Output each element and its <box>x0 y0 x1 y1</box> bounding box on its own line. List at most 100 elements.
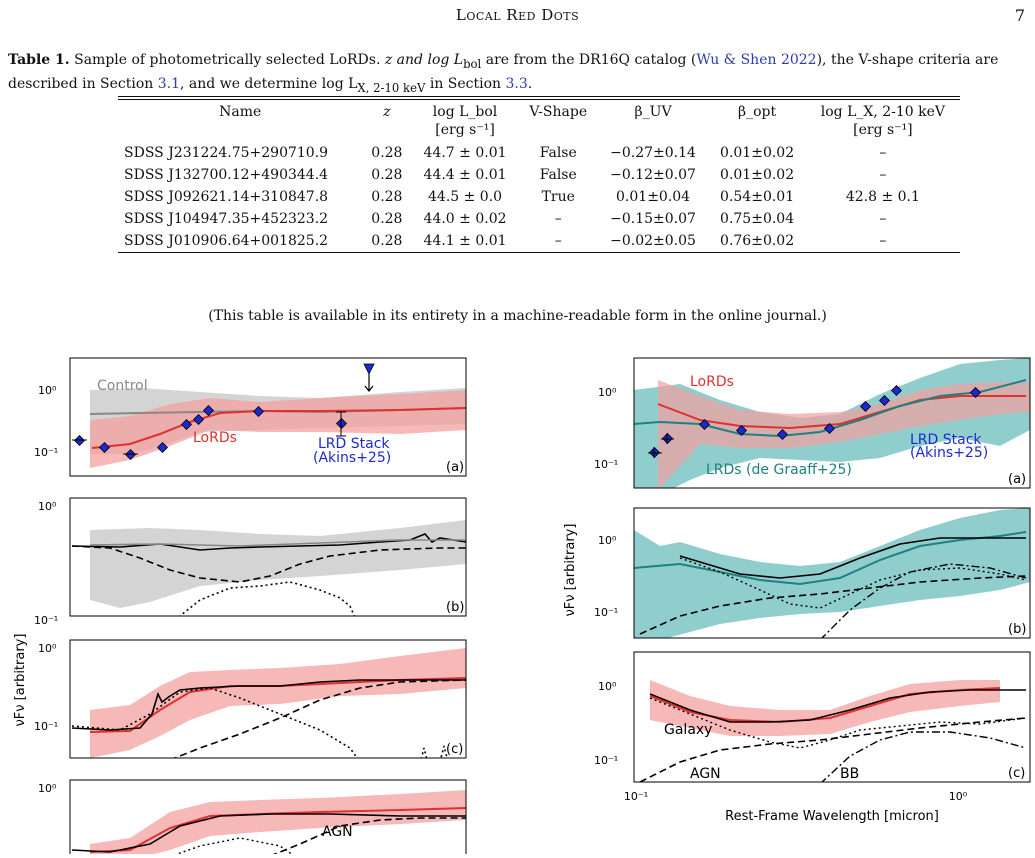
cell-z: 0.28 <box>371 189 403 205</box>
left-panel-a-plot <box>72 363 466 468</box>
cell-beta-opt: 0.76±0.02 <box>720 233 795 249</box>
lrd-stack-points <box>73 404 348 461</box>
lrd-point <box>878 394 891 407</box>
caption-text-e: , and we determine log L <box>180 75 358 92</box>
label-agn: AGN <box>690 766 721 782</box>
label-control: Control <box>97 378 148 394</box>
label-lords: LoRDs <box>193 430 237 446</box>
lords-line <box>91 407 466 449</box>
lrd-point <box>859 400 872 413</box>
col-header-lx: log L_X, 2-10 keV <box>820 104 946 120</box>
page-number: 7 <box>1014 6 1025 25</box>
xtick-label: 10⁰ <box>949 790 968 803</box>
left-panel-c-frame <box>69 639 467 759</box>
panel-tag: (a) <box>446 460 464 475</box>
cell-lbol: 44.1 ± 0.01 <box>423 233 507 249</box>
cell-vshape: False <box>539 167 577 183</box>
left-panel-b-plot <box>71 520 466 616</box>
cell-z: 0.28 <box>371 145 403 161</box>
cell-lbol: 44.4 ± 0.01 <box>423 167 507 183</box>
section-link-3-1[interactable]: 3.1 <box>157 75 181 92</box>
lrd-point <box>969 386 982 399</box>
total-model-line <box>71 679 466 731</box>
section-link-3-3[interactable]: 3.3 <box>505 75 528 92</box>
agn-component-line <box>71 687 448 758</box>
unit-vshape <box>519 122 598 142</box>
agn-component-line <box>178 581 356 616</box>
lrd-point <box>776 428 789 441</box>
caption-text-c: are from the DR16Q catalog ( <box>485 52 697 68</box>
label-lords: LoRDs <box>690 374 734 390</box>
total-model-line <box>649 689 1026 723</box>
label-lrd-stack: LRD Stack <box>318 436 390 452</box>
lrd-point <box>156 441 169 454</box>
cell-beta-uv: −0.12±0.07 <box>610 167 696 183</box>
left-panel-a-frame <box>69 357 467 477</box>
col-header-lbol: log L_bol <box>432 104 498 120</box>
cell-lx: – <box>879 233 887 249</box>
unit-beta-uv <box>598 122 709 142</box>
lrd-point <box>202 404 215 417</box>
right-panel-a-frame <box>633 357 1031 489</box>
table-row: SDSS J010906.64+001825.2 0.28 44.1 ± 0.01 –… <box>118 230 960 252</box>
control-line <box>89 539 466 547</box>
ytick-label: 10⁰ <box>598 680 617 693</box>
galaxy-component-line <box>71 545 466 583</box>
label-agn: AGN <box>322 824 353 840</box>
cell-name: SDSS J132700.12+490344.4 <box>124 167 329 183</box>
unit-lx: [erg s⁻¹] <box>853 122 913 138</box>
lords-band <box>90 790 466 854</box>
table-top-rule <box>118 96 960 100</box>
cell-lx: – <box>879 211 887 227</box>
label-bb: BB <box>840 766 859 782</box>
ytick-label: 10⁻¹ <box>34 720 58 733</box>
cell-beta-opt: 0.54±0.01 <box>720 189 795 205</box>
table-row: SDSS J104947.35+452323.2 0.28 44.0 ± 0.02 –… <box>118 208 960 230</box>
cell-name: SDSS J231224.75+290710.9 <box>124 145 329 161</box>
right-panel-c-frame <box>633 651 1031 783</box>
table-row: SDSS J231224.75+290710.9 0.28 44.7 ± 0.01 F… <box>118 142 960 164</box>
lords-line <box>657 395 1026 430</box>
cell-beta-uv: −0.15±0.07 <box>610 211 696 227</box>
xtick-label: 10⁻¹ <box>624 790 648 803</box>
label-akins: (Akins+25) <box>313 450 391 466</box>
unit-lbol: [erg s⁻¹] <box>435 122 495 138</box>
cell-z: 0.28 <box>371 167 403 183</box>
upper-limit-line <box>364 374 374 392</box>
table-row: SDSS J132700.12+490344.4 0.28 44.4 ± 0.01 F… <box>118 164 960 186</box>
ytick-label: 10⁻¹ <box>594 606 618 619</box>
ytick-label: 10⁰ <box>598 534 617 547</box>
degraaff-band <box>634 508 1030 638</box>
label-galaxy: Galaxy <box>664 722 712 738</box>
ytick-label: 10⁰ <box>598 386 617 399</box>
label-akins: (Akins+25) <box>910 445 988 461</box>
cell-lbol: 44.7 ± 0.01 <box>423 145 507 161</box>
table-row: SDSS J092621.14+310847.8 0.28 44.5 ± 0.0 Tr… <box>118 186 960 208</box>
col-header-vshape: V-Shape <box>529 104 588 120</box>
left-panel-b-frame <box>69 497 467 617</box>
cell-vshape: True <box>541 189 575 205</box>
cell-name: SDSS J092621.14+310847.8 <box>124 189 329 205</box>
cell-lx: – <box>879 145 887 161</box>
citation-link[interactable]: Wu & Shen 2022 <box>696 52 817 68</box>
figure-svg: Control LoRDs LRD Stack (Akins+25) (a) 1… <box>13 357 1031 858</box>
col-header-z: z <box>383 104 391 120</box>
caption-sub-bol: bol <box>463 56 482 71</box>
col-header-beta-uv: β_UV <box>634 104 672 120</box>
cell-vshape: False <box>539 145 577 161</box>
ytick-label: 10⁻¹ <box>594 754 618 767</box>
ytick-label: 10⁰ <box>38 384 57 397</box>
cell-beta-uv: 0.01±0.04 <box>616 189 691 205</box>
right-xlabel: Rest-Frame Wavelength [micron] <box>725 809 939 824</box>
caption-sub-x: X, 2-10 keV <box>357 80 426 95</box>
cell-z: 0.28 <box>371 233 403 249</box>
cell-beta-uv: −0.27±0.14 <box>610 145 696 161</box>
ytick-label: 10⁰ <box>38 642 57 655</box>
cell-name: SDSS J010906.64+001825.2 <box>124 233 329 249</box>
panel-tag: (a) <box>1008 472 1026 487</box>
col-header-name: Name <box>219 104 262 120</box>
lrd-point <box>698 418 711 431</box>
lrd-point <box>180 418 193 431</box>
cell-name: SDSS J104947.35+452323.2 <box>124 211 329 227</box>
agn-component-line <box>272 817 466 854</box>
